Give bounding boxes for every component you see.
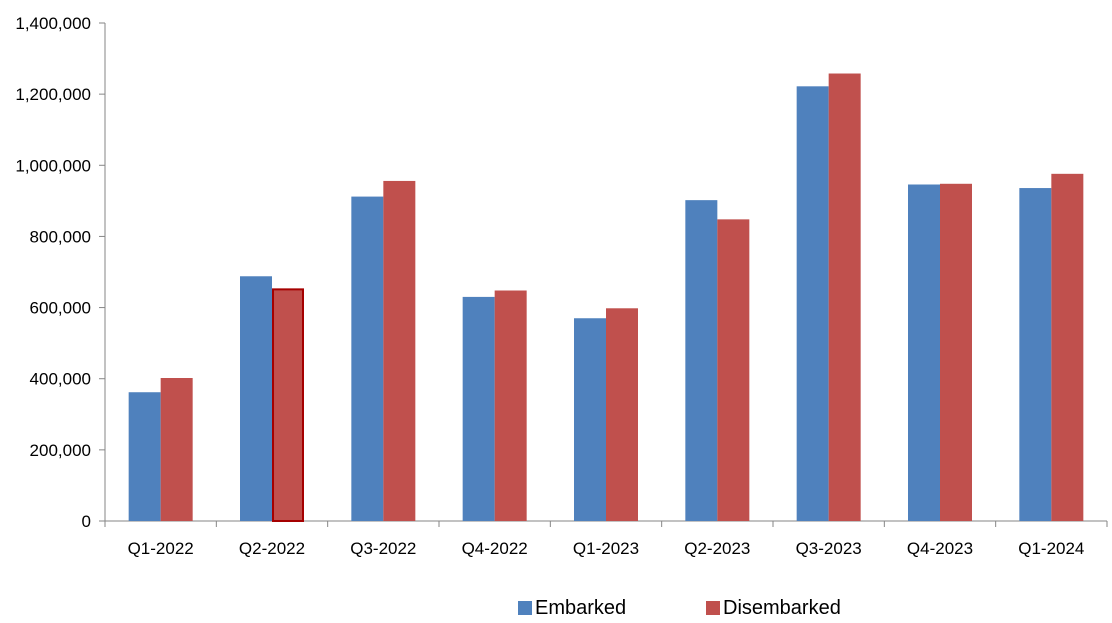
x-tick-label: Q1-2022 (128, 539, 194, 558)
bar-disembarked-q3-2023 (828, 73, 861, 522)
bar-disembarked-q1-2022 (160, 378, 193, 521)
bar-embarked-q3-2022 (351, 196, 384, 522)
x-tick-label: Q1-2024 (1018, 539, 1084, 558)
bar-disembarked-q2-2022 (272, 288, 304, 522)
legend-swatch-embarked (518, 601, 532, 615)
bar-disembarked-q1-2023 (606, 308, 638, 521)
bar-embarked-q2-2023 (685, 200, 718, 521)
bar-embarked-q4-2022 (462, 296, 495, 521)
y-tick-label: 1,200,000 (15, 85, 91, 104)
x-tick-label: Q2-2022 (239, 539, 305, 558)
y-tick-label: 1,000,000 (15, 156, 91, 175)
bar-embarked-q3-2023 (796, 86, 829, 522)
y-tick-label: 800,000 (30, 227, 91, 246)
y-tick-label: 600,000 (30, 299, 91, 318)
y-tick-label: 400,000 (30, 370, 91, 389)
bar-embarked-q1-2022 (128, 392, 161, 521)
bar-embarked-q1-2024 (1019, 188, 1052, 521)
x-tick-label: Q4-2023 (907, 539, 973, 558)
legend-label-disembarked: Disembarked (723, 597, 841, 618)
legend-swatch-disembarked (706, 601, 720, 615)
bar-embarked-q1-2023 (574, 318, 606, 521)
bar-embarked-q2-2022 (240, 276, 272, 521)
x-axis: Q1-2022 Q2-2022 Q3-2022 Q4-2022 Q1-2023 Q2-20… (104, 520, 1108, 558)
bar-disembarked-q4-2022 (494, 290, 527, 521)
y-tick-label: 1,400,000 (15, 14, 91, 33)
bars (128, 73, 1084, 522)
bar-disembarked-q1-2024 (1051, 173, 1084, 521)
y-tick-label: 200,000 (30, 441, 91, 460)
y-tick-label: 0 (82, 512, 91, 531)
x-tick-label: Q2-2023 (684, 539, 750, 558)
x-tick-label: Q3-2022 (350, 539, 416, 558)
legend: Embarked Disembarked (518, 597, 841, 619)
x-tick-label: Q4-2022 (462, 539, 528, 558)
bar-disembarked-q2-2023 (717, 219, 750, 521)
y-axis: 0 200,000 400,000 600,000 800,000 1,000,000 1,… (15, 14, 106, 531)
legend-label-embarked: Embarked (535, 597, 626, 618)
x-tick-label: Q1-2023 (573, 539, 639, 558)
bar-embarked-q4-2023 (908, 184, 940, 521)
x-tick-label: Q3-2023 (796, 539, 862, 558)
bar-disembarked-q3-2022 (383, 180, 416, 522)
bar-disembarked-q4-2023 (940, 183, 972, 522)
